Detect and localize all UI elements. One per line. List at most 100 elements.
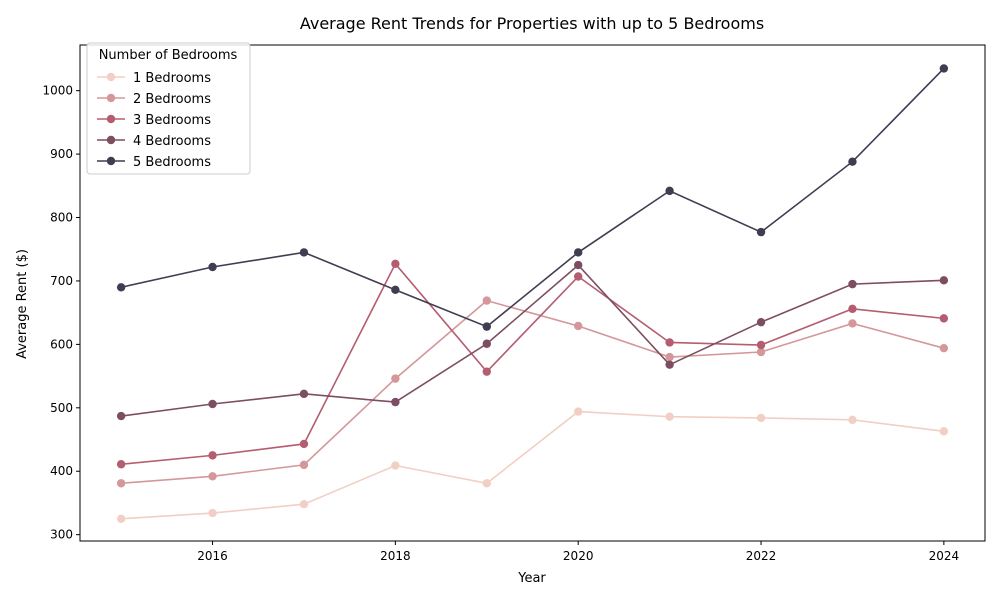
data-point xyxy=(665,352,674,362)
x-tick-label: 2024 xyxy=(929,549,960,563)
data-point xyxy=(574,407,583,416)
series-line xyxy=(121,263,944,417)
data-point xyxy=(939,427,949,436)
data-point xyxy=(299,460,309,470)
data-point xyxy=(116,283,126,292)
data-point xyxy=(939,276,949,285)
series-4 xyxy=(116,260,949,421)
data-point xyxy=(299,439,309,449)
x-axis: 2016 2018 2020 2022 2024 xyxy=(197,541,959,563)
data-point xyxy=(208,451,217,460)
data-point xyxy=(574,321,583,331)
data-point xyxy=(848,279,857,289)
data-point xyxy=(756,317,766,327)
data-point xyxy=(391,259,400,269)
data-point xyxy=(848,319,857,328)
data-point xyxy=(756,227,766,237)
data-point xyxy=(756,413,766,423)
data-point xyxy=(848,415,857,425)
legend-item: 4 Bedrooms xyxy=(97,134,211,149)
x-tick-label: 2022 xyxy=(746,549,777,563)
data-point xyxy=(848,304,857,314)
legend-item: 5 Bedrooms xyxy=(97,155,211,170)
plot-area xyxy=(116,64,949,524)
data-point xyxy=(665,338,674,347)
data-point xyxy=(208,472,217,481)
data-point xyxy=(665,360,674,369)
y-tick-label: 300 xyxy=(50,528,73,542)
series-5 xyxy=(116,64,949,331)
data-point xyxy=(208,508,217,518)
y-tick-label: 600 xyxy=(50,337,73,351)
data-point xyxy=(756,347,766,357)
series-line xyxy=(121,410,944,520)
legend-label: 2 Bedrooms xyxy=(133,92,211,107)
data-point xyxy=(208,262,217,272)
y-tick-label: 400 xyxy=(50,464,73,478)
data-point xyxy=(665,412,674,421)
legend: Number of Bedrooms 1 Bedrooms 2 Bedrooms 3… xyxy=(86,42,251,175)
legend-item: 2 Bedrooms xyxy=(97,92,211,107)
series-3 xyxy=(116,259,949,469)
data-point xyxy=(299,248,309,257)
data-point xyxy=(208,399,217,409)
data-point xyxy=(482,339,491,348)
data-point xyxy=(574,260,583,270)
data-point xyxy=(482,367,491,376)
y-tick-label: 900 xyxy=(50,147,73,161)
y-tick-label: 800 xyxy=(50,211,73,225)
series-1 xyxy=(116,407,949,524)
data-point xyxy=(116,460,126,469)
data-point xyxy=(116,514,126,524)
legend-label: 3 Bedrooms xyxy=(133,113,211,128)
data-point xyxy=(574,248,583,257)
data-point xyxy=(939,314,949,323)
data-point xyxy=(939,64,949,73)
legend-title: Number of Bedrooms xyxy=(99,48,238,63)
y-axis-label: Average Rent ($) xyxy=(15,249,30,359)
legend-item: 3 Bedrooms xyxy=(97,113,211,128)
data-point xyxy=(848,157,857,166)
x-tick-label: 2018 xyxy=(380,549,411,563)
data-point xyxy=(756,340,766,350)
data-point xyxy=(116,479,126,488)
data-point xyxy=(299,500,309,509)
legend-marker xyxy=(106,72,116,82)
x-tick-label: 2020 xyxy=(563,549,594,563)
legend-label: 5 Bedrooms xyxy=(133,155,211,170)
data-point xyxy=(482,296,491,305)
series-2 xyxy=(116,296,949,488)
data-point xyxy=(391,285,400,295)
y-tick-label: 500 xyxy=(50,401,73,415)
legend-label: 1 Bedrooms xyxy=(133,71,211,86)
chart-title: Average Rent Trends for Properties with … xyxy=(300,14,764,33)
data-point xyxy=(299,389,309,399)
y-axis: 300 400 500 600 700 800 900 1000 xyxy=(42,84,80,542)
legend-marker xyxy=(106,114,116,124)
data-point xyxy=(665,186,674,196)
plot-frame xyxy=(79,44,986,542)
data-point xyxy=(574,272,583,281)
data-point xyxy=(391,374,400,383)
x-tick-label: 2016 xyxy=(197,549,228,563)
legend-label: 4 Bedrooms xyxy=(133,134,211,149)
series-line xyxy=(121,299,945,485)
data-point xyxy=(116,411,126,421)
data-point xyxy=(391,461,400,470)
x-axis-label: Year xyxy=(517,571,546,586)
series-line xyxy=(121,262,944,466)
y-tick-label: 700 xyxy=(50,274,73,288)
legend-marker xyxy=(106,156,116,166)
legend-box xyxy=(86,42,251,175)
data-point xyxy=(939,343,949,353)
data-point xyxy=(482,479,491,488)
legend-marker xyxy=(106,93,116,103)
data-point xyxy=(391,397,400,407)
legend-item: 1 Bedrooms xyxy=(97,71,211,86)
series-line xyxy=(120,67,945,328)
legend-marker xyxy=(106,135,116,145)
y-tick-label: 1000 xyxy=(42,84,73,98)
data-point xyxy=(482,322,491,331)
